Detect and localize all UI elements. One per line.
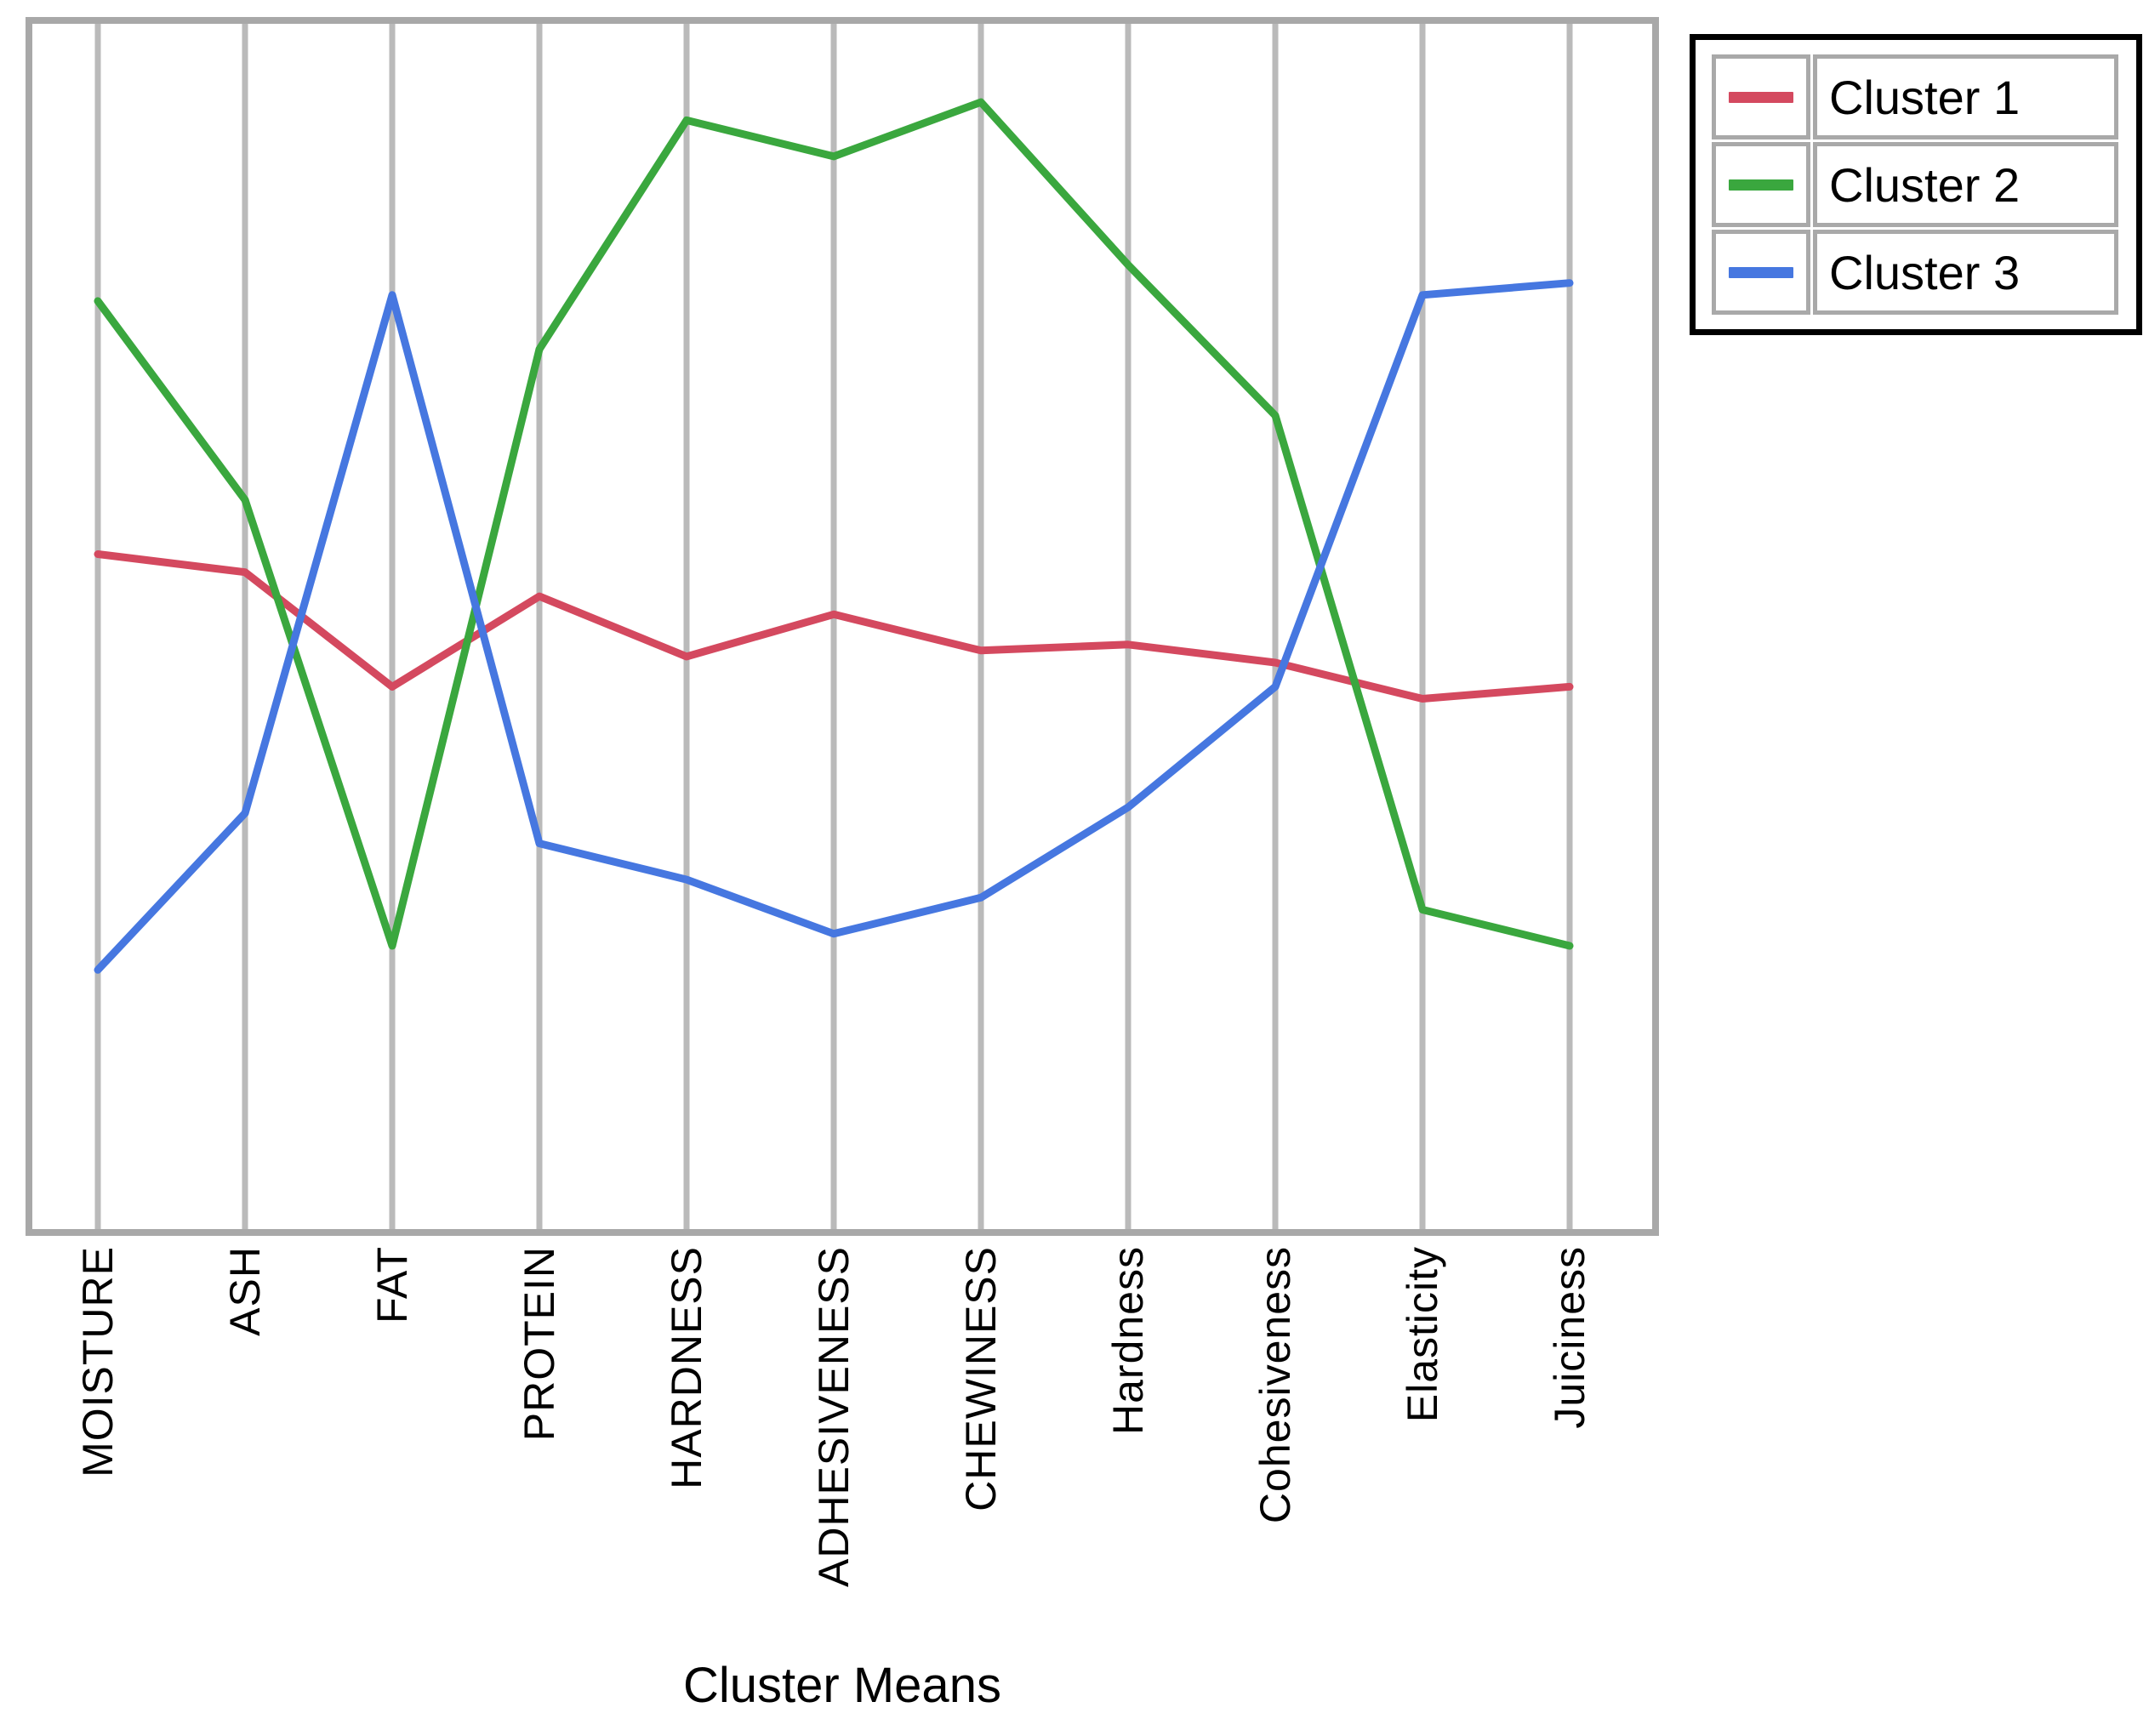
x-tick-label-text: FAT bbox=[368, 1246, 416, 1323]
legend-swatch-cell-cluster-3 bbox=[1712, 230, 1810, 315]
legend-row-cluster-2: Cluster 2 bbox=[1712, 142, 2118, 227]
x-axis-title: Cluster Means bbox=[683, 1658, 1001, 1713]
legend-table: Cluster 1 Cluster 2 Cluster 3 bbox=[1709, 52, 2121, 317]
legend-label-cluster-1: Cluster 1 bbox=[1813, 54, 2118, 139]
legend-line-swatch-cluster-2 bbox=[1729, 179, 1793, 191]
legend-swatch-cell-cluster-2 bbox=[1712, 142, 1810, 227]
x-tick-label-text: CHEWINESS bbox=[957, 1246, 1005, 1511]
x-tick-label-text: Juiciness bbox=[1546, 1246, 1593, 1429]
legend-swatch-cell-cluster-1 bbox=[1712, 54, 1810, 139]
legend-label-cluster-2: Cluster 2 bbox=[1813, 142, 2118, 227]
x-tick-label-text: Cohesiveness bbox=[1251, 1246, 1299, 1524]
series-line-cluster-3 bbox=[94, 279, 1574, 974]
series-line-cluster-1 bbox=[94, 550, 1574, 703]
cluster-means-plot bbox=[94, 24, 1574, 1229]
series-line-cluster-2 bbox=[94, 98, 1574, 950]
legend-row-cluster-1: Cluster 1 bbox=[1712, 54, 2118, 139]
legend-line-swatch-cluster-3 bbox=[1729, 266, 1793, 278]
x-tick-label-text: HARDNESS bbox=[663, 1246, 710, 1489]
legend-line-swatch-cluster-1 bbox=[1729, 91, 1793, 103]
plot-area bbox=[26, 17, 1659, 1236]
x-tick-label-text: Elasticity bbox=[1399, 1246, 1446, 1423]
x-tick-label-text: MOISTURE bbox=[74, 1246, 122, 1477]
legend-label-cluster-3: Cluster 3 bbox=[1813, 230, 2118, 315]
x-tick-label-text: ASH bbox=[221, 1246, 269, 1336]
x-tick-label-text: PROTEIN bbox=[516, 1246, 563, 1442]
x-tick-label-text: ADHESIVENESS bbox=[810, 1246, 858, 1588]
legend: Cluster 1 Cluster 2 Cluster 3 bbox=[1690, 34, 2142, 335]
legend-row-cluster-3: Cluster 3 bbox=[1712, 230, 2118, 315]
x-tick-label-text: Hardness bbox=[1104, 1246, 1152, 1435]
